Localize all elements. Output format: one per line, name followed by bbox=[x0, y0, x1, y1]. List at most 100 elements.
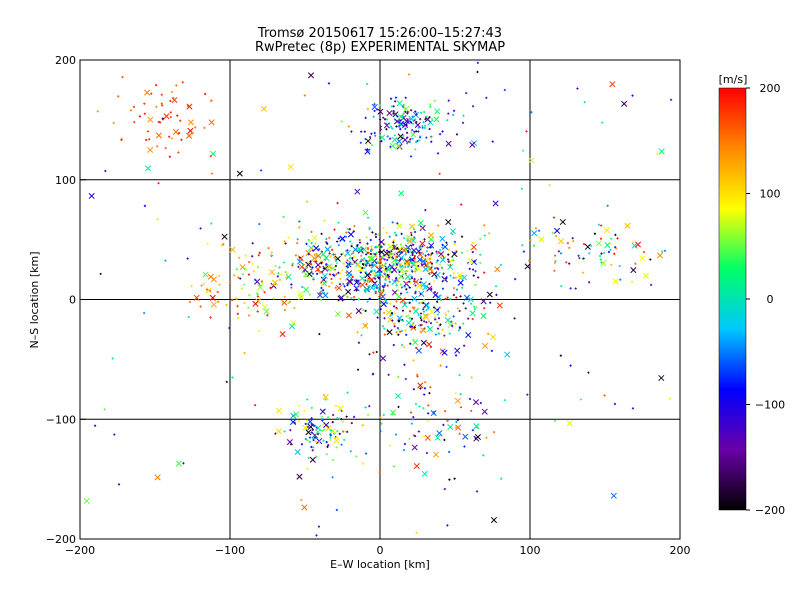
data-point-plus bbox=[258, 330, 261, 333]
data-point-cross bbox=[621, 100, 628, 107]
chart-title: Tromsø 20150617 15:26:00–15:27:43 bbox=[257, 26, 502, 41]
data-point-cross bbox=[557, 238, 565, 245]
data-point-plus bbox=[406, 291, 409, 294]
data-point-plus bbox=[435, 276, 438, 280]
data-point-plus bbox=[372, 252, 375, 255]
data-point-plus bbox=[363, 130, 366, 133]
data-point-cross bbox=[405, 319, 412, 326]
data-point-plus bbox=[331, 421, 334, 424]
data-point-plus bbox=[613, 402, 617, 406]
data-point-cross bbox=[144, 89, 151, 96]
data-point-plus bbox=[453, 477, 456, 480]
data-point-plus bbox=[373, 103, 376, 106]
data-point-plus bbox=[423, 110, 426, 114]
data-point-plus bbox=[359, 271, 362, 274]
data-point-plus bbox=[489, 301, 492, 304]
data-point-cross bbox=[390, 257, 398, 264]
data-point-plus bbox=[361, 462, 365, 465]
data-point-cross bbox=[325, 425, 332, 432]
data-point-plus bbox=[247, 273, 251, 276]
data-point-cross bbox=[398, 266, 406, 273]
data-point-plus bbox=[451, 113, 455, 117]
data-point-plus bbox=[379, 416, 382, 419]
data-point-plus bbox=[400, 232, 403, 235]
data-point-plus bbox=[415, 531, 418, 534]
data-point-plus bbox=[155, 105, 158, 108]
data-point-plus bbox=[329, 439, 332, 442]
data-point-plus bbox=[347, 264, 350, 267]
data-point-plus bbox=[377, 245, 380, 248]
data-point-plus bbox=[352, 298, 355, 301]
data-point-cross bbox=[428, 242, 435, 249]
data-point-plus bbox=[312, 249, 315, 252]
data-point-cross bbox=[391, 136, 398, 143]
data-point-cross bbox=[355, 245, 362, 253]
data-point-plus bbox=[328, 285, 331, 288]
data-point-plus bbox=[419, 111, 423, 114]
data-point-plus bbox=[379, 260, 382, 263]
x-tick-label: −100 bbox=[215, 544, 245, 557]
data-point-plus bbox=[161, 104, 164, 107]
data-point-plus bbox=[408, 118, 411, 121]
data-point-plus bbox=[373, 269, 376, 273]
data-point-cross bbox=[279, 330, 286, 338]
data-point-plus bbox=[238, 256, 241, 259]
data-point-cross bbox=[447, 423, 454, 431]
data-point-plus bbox=[344, 430, 347, 433]
data-point-plus bbox=[398, 277, 401, 280]
data-point-plus bbox=[441, 328, 444, 331]
data-point-cross bbox=[359, 275, 366, 282]
data-point-cross bbox=[301, 504, 308, 511]
data-point-cross bbox=[389, 142, 396, 149]
data-point-plus bbox=[565, 261, 568, 264]
data-point-cross bbox=[387, 243, 394, 250]
data-point-plus bbox=[243, 351, 246, 355]
data-point-plus bbox=[468, 397, 472, 401]
data-point-plus bbox=[364, 246, 367, 249]
colorbar-tick-label: 0 bbox=[767, 293, 774, 306]
data-point-cross bbox=[314, 266, 321, 273]
data-point-cross bbox=[630, 267, 637, 274]
data-point-plus bbox=[239, 277, 242, 280]
data-point-cross bbox=[378, 248, 385, 256]
data-point-plus bbox=[310, 431, 313, 434]
data-point-cross bbox=[154, 474, 161, 481]
data-point-cross bbox=[322, 265, 329, 272]
data-point-plus bbox=[312, 424, 316, 427]
data-point-plus bbox=[412, 416, 415, 419]
data-point-plus bbox=[235, 297, 238, 301]
data-point-plus bbox=[313, 260, 316, 263]
data-point-plus bbox=[291, 264, 294, 267]
data-point-cross bbox=[410, 247, 418, 254]
data-point-plus bbox=[342, 420, 345, 423]
data-point-cross bbox=[326, 263, 333, 271]
data-point-plus bbox=[599, 237, 603, 240]
colorbar-unit-label: [m/s] bbox=[719, 73, 748, 86]
data-point-plus bbox=[222, 243, 225, 246]
data-point-cross bbox=[275, 428, 282, 435]
data-point-plus bbox=[433, 267, 437, 270]
data-point-plus bbox=[325, 453, 329, 456]
data-point-cross bbox=[420, 327, 427, 334]
data-point-plus bbox=[532, 244, 536, 247]
data-point-cross bbox=[439, 235, 446, 242]
data-point-cross bbox=[434, 108, 441, 115]
data-point-plus bbox=[438, 294, 441, 298]
data-point-plus bbox=[337, 243, 341, 247]
data-point-plus bbox=[409, 138, 412, 141]
data-point-plus bbox=[356, 368, 360, 371]
data-point-plus bbox=[202, 282, 205, 286]
data-point-plus bbox=[393, 312, 396, 315]
data-point-plus bbox=[414, 403, 418, 406]
data-point-plus bbox=[424, 118, 427, 121]
data-point-cross bbox=[163, 113, 170, 120]
data-point-cross bbox=[480, 312, 487, 320]
data-point-plus bbox=[331, 476, 334, 479]
data-point-cross bbox=[445, 218, 452, 226]
data-point-plus bbox=[436, 152, 440, 155]
data-point-plus bbox=[157, 120, 161, 124]
data-point-plus bbox=[419, 292, 422, 296]
data-point-plus bbox=[387, 275, 391, 278]
data-point-plus bbox=[448, 478, 451, 481]
data-point-plus bbox=[240, 287, 244, 290]
